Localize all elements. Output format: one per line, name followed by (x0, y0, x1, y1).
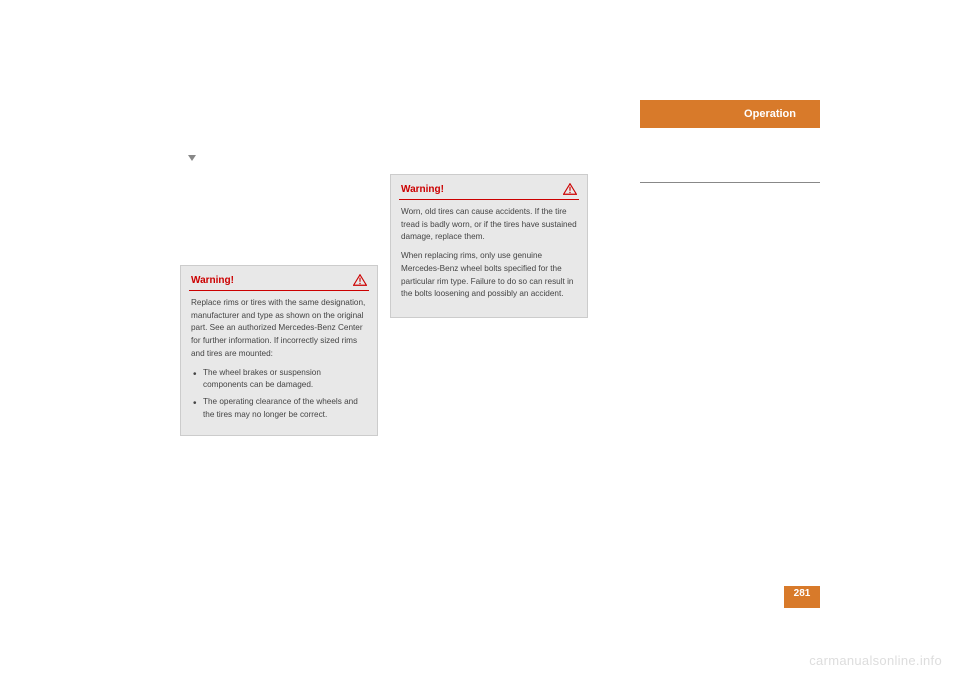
warning-body: Replace rims or tires with the same desi… (181, 297, 377, 435)
list-item: The operating clearance of the wheels an… (191, 396, 367, 421)
warning-text: Worn, old tires can cause accidents. If … (401, 206, 577, 244)
warning-body: Worn, old tires can cause accidents. If … (391, 206, 587, 317)
warning-title: Warning! (191, 275, 234, 286)
section-header-bar: Operation (640, 100, 820, 128)
warning-text: When replacing rims, only use genuine Me… (401, 250, 577, 301)
warning-list: The wheel brakes or suspension component… (191, 367, 367, 422)
warning-divider (189, 290, 369, 291)
warning-triangle-icon (353, 274, 367, 286)
page-number-box: 281 (784, 586, 820, 608)
warning-title: Warning! (401, 184, 444, 195)
section-title: Operation (744, 108, 796, 120)
list-item: The wheel brakes or suspension component… (191, 367, 367, 392)
watermark-text: carmanualsonline.info (809, 653, 942, 668)
warning-text: Replace rims or tires with the same desi… (191, 297, 367, 361)
warning-box-worn-tires: Warning! Worn, old tires can cause accid… (390, 174, 588, 318)
subheading-divider (640, 182, 820, 183)
warning-triangle-icon (563, 183, 577, 195)
warning-divider (399, 199, 579, 200)
document-page: Operation Warning! Replace rims or tires… (140, 60, 820, 620)
page-number: 281 (794, 588, 811, 599)
warning-header: Warning! (391, 175, 587, 199)
warning-box-rims-tires: Warning! Replace rims or tires with the … (180, 265, 378, 436)
warning-header: Warning! (181, 266, 377, 290)
step-marker-icon (188, 155, 196, 161)
